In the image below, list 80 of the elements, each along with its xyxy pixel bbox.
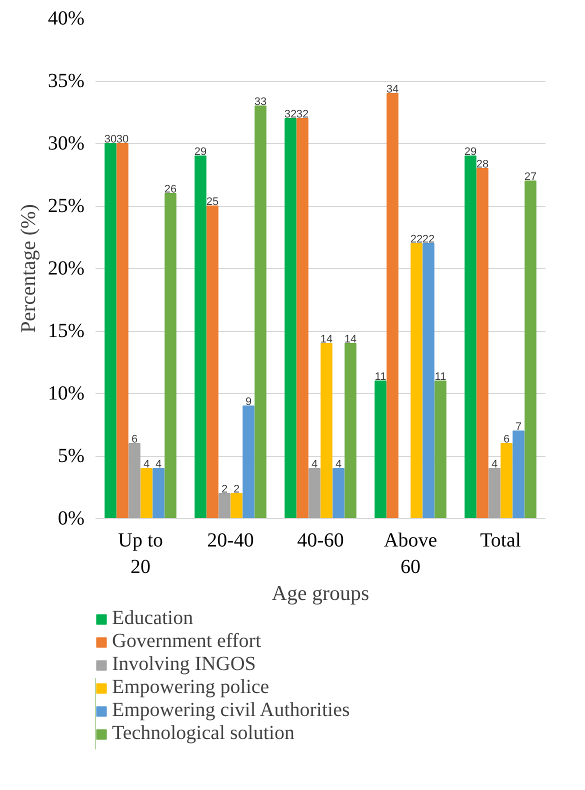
data-label: 22 bbox=[422, 234, 435, 246]
data-label: 4 bbox=[155, 458, 162, 470]
data-label: 9 bbox=[245, 396, 252, 408]
x-tick-label: 40-60 bbox=[297, 530, 344, 552]
bar bbox=[422, 243, 434, 518]
data-label: 2 bbox=[233, 484, 240, 496]
bar bbox=[320, 343, 332, 518]
y-tick-label: 5% bbox=[58, 445, 85, 467]
x-tick-label: Above 60 bbox=[384, 530, 438, 578]
y-tick-label: 35% bbox=[48, 70, 85, 92]
bar bbox=[500, 443, 512, 518]
bar bbox=[218, 493, 230, 518]
data-label: 29 bbox=[464, 146, 477, 158]
data-label: 4 bbox=[143, 458, 150, 470]
data-label: 4 bbox=[311, 458, 318, 470]
y-tick-label: 20% bbox=[48, 258, 85, 280]
legend-label: Technological solution bbox=[112, 722, 294, 745]
data-label: 33 bbox=[254, 96, 267, 108]
data-label: 25 bbox=[206, 196, 219, 208]
bar bbox=[152, 468, 164, 518]
bar bbox=[344, 343, 356, 518]
x-tick-label: 20-40 bbox=[207, 530, 254, 552]
y-tick-label: 15% bbox=[48, 320, 85, 342]
bar bbox=[242, 406, 254, 518]
bar bbox=[164, 193, 176, 518]
y-axis-title: Percentage (%) bbox=[16, 204, 40, 333]
x-axis-title: Age groups bbox=[272, 580, 370, 605]
legend-label: Education bbox=[112, 607, 194, 630]
data-label: 6 bbox=[131, 434, 138, 446]
legend-label: Empowering civil Authorities bbox=[112, 699, 350, 722]
bar bbox=[464, 156, 476, 518]
bar bbox=[332, 468, 344, 518]
bar bbox=[386, 93, 398, 518]
bar bbox=[284, 118, 296, 518]
y-tick-label: 0% bbox=[58, 508, 85, 530]
legend-label: Involving INGOS bbox=[112, 653, 256, 676]
y-tick-label: 25% bbox=[48, 195, 85, 217]
data-label: 30 bbox=[104, 134, 117, 146]
bar bbox=[128, 443, 140, 518]
y-tick-label: 40% bbox=[48, 8, 85, 30]
data-label: 28 bbox=[476, 158, 489, 170]
bar bbox=[140, 468, 152, 518]
bar bbox=[476, 168, 488, 518]
bar bbox=[254, 106, 266, 518]
bar bbox=[206, 206, 218, 518]
bar bbox=[374, 380, 386, 518]
bar bbox=[116, 143, 128, 518]
data-label: 22 bbox=[410, 234, 423, 246]
bar bbox=[524, 180, 536, 518]
data-label: 30 bbox=[116, 134, 129, 146]
data-label: 26 bbox=[164, 184, 177, 196]
y-tick-label: 10% bbox=[48, 382, 85, 404]
bar bbox=[488, 468, 500, 518]
data-label: 4 bbox=[491, 458, 498, 470]
bar bbox=[512, 430, 524, 518]
data-label: 2 bbox=[221, 484, 228, 496]
data-label: 34 bbox=[386, 84, 399, 96]
data-label: 29 bbox=[194, 146, 207, 158]
data-label: 7 bbox=[515, 421, 522, 433]
bar bbox=[230, 493, 242, 518]
data-label: 11 bbox=[434, 371, 446, 383]
data-label: 14 bbox=[320, 334, 333, 346]
bar bbox=[434, 380, 446, 518]
data-label: 11 bbox=[374, 371, 386, 383]
bar bbox=[410, 243, 422, 518]
legend-label: Empowering police bbox=[112, 676, 270, 699]
bar bbox=[104, 143, 116, 518]
data-label: 27 bbox=[524, 171, 537, 183]
x-tick-label: Up to 20 bbox=[118, 530, 163, 578]
x-tick-label: Total bbox=[480, 530, 522, 552]
legend-label: Government effort bbox=[112, 630, 262, 653]
bar bbox=[308, 468, 320, 518]
data-label: 32 bbox=[296, 108, 309, 120]
data-label: 6 bbox=[503, 434, 510, 446]
data-label: 32 bbox=[284, 108, 297, 120]
data-label: 14 bbox=[344, 334, 357, 346]
data-label: 4 bbox=[335, 458, 342, 470]
y-tick-label: 30% bbox=[48, 132, 85, 154]
bar bbox=[194, 156, 206, 518]
bar bbox=[296, 118, 308, 518]
